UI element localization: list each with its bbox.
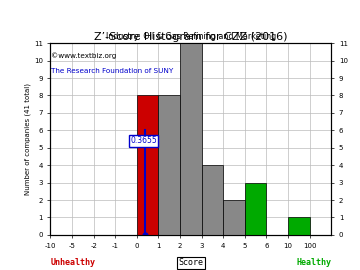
Bar [288, 217, 310, 235]
Text: Industry: Oil & Gas Refining and Marketing: Industry: Oil & Gas Refining and Marketi… [106, 32, 276, 41]
Title: Z’-Score Histogram for CZZ (2016): Z’-Score Histogram for CZZ (2016) [94, 32, 288, 42]
Bar [180, 43, 202, 235]
Text: ©www.textbiz.org: ©www.textbiz.org [51, 52, 116, 59]
Bar [223, 200, 245, 235]
Text: The Research Foundation of SUNY: The Research Foundation of SUNY [51, 68, 173, 74]
Y-axis label: Number of companies (41 total): Number of companies (41 total) [24, 83, 31, 195]
Text: Unhealthy: Unhealthy [50, 258, 95, 267]
Text: Healthy: Healthy [296, 258, 331, 267]
Bar [158, 96, 180, 235]
Bar [202, 165, 223, 235]
Text: 0.3655: 0.3655 [130, 136, 157, 145]
Text: Score: Score [178, 258, 203, 267]
Bar [137, 96, 158, 235]
Bar [245, 183, 266, 235]
